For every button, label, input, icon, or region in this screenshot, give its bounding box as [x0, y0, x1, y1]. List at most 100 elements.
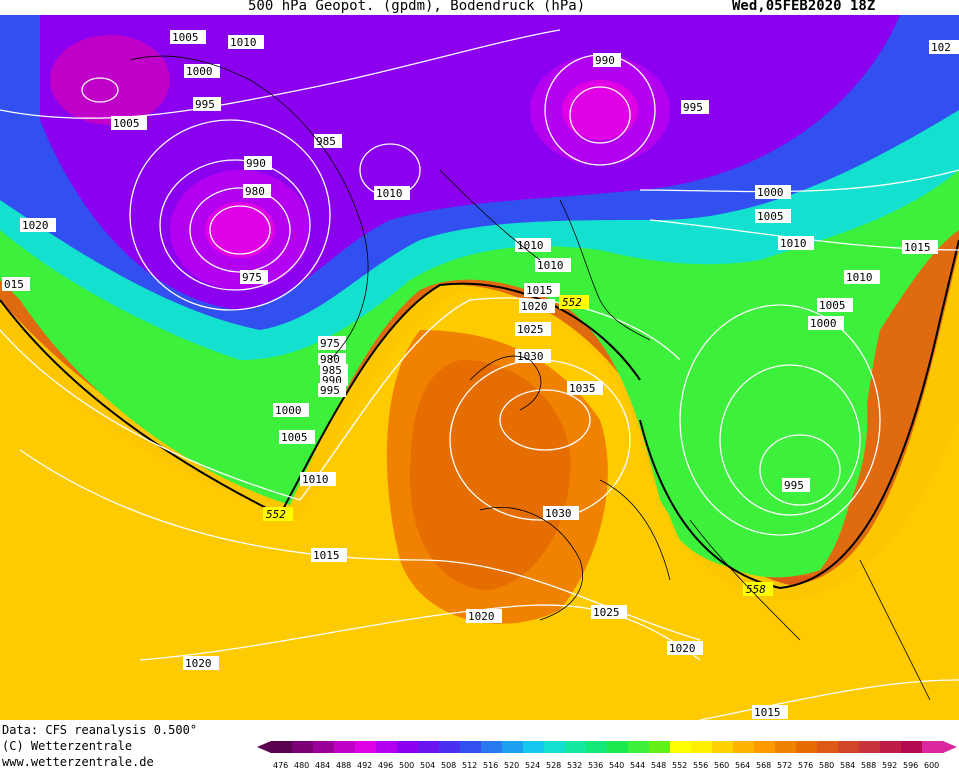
legend-swatch	[712, 741, 734, 753]
legend-tick-label: 576	[798, 761, 813, 770]
legend-tick-label: 520	[504, 761, 519, 770]
legend-tick-label: 476	[273, 761, 288, 770]
legend-swatch	[376, 741, 398, 753]
legend-swatch	[523, 741, 545, 753]
isobar-label: 102	[931, 41, 951, 54]
legend-tick-label: 524	[525, 761, 540, 770]
legend-swatch	[691, 741, 713, 753]
color-legend: 476 480 484 488 492 496 500 504 508 512 516 520 524 5…	[257, 741, 957, 770]
isobar-label: 975	[320, 337, 340, 350]
isobar-label: 1010	[376, 187, 403, 200]
legend-tick-label: 496	[378, 761, 393, 770]
isobar-label: 995	[195, 98, 215, 111]
legend-tick-label: 532	[567, 761, 582, 770]
legend-swatch	[313, 741, 335, 753]
legend-swatch	[859, 741, 881, 753]
isobar-label: 1020	[669, 642, 696, 655]
weather-map: 1005 1010 1000 995 1005 985 990 980 1010…	[0, 15, 959, 720]
isobar-label: 985	[316, 135, 336, 148]
legend-swatch	[670, 741, 692, 753]
legend-swatch	[607, 741, 629, 753]
height-label: 552	[266, 508, 286, 521]
contour-558-east	[639, 239, 959, 590]
legend-swatch	[754, 741, 776, 753]
isobar-label: 1020	[185, 657, 212, 670]
legend-tick-label: 564	[735, 761, 750, 770]
legend-tick-label: 572	[777, 761, 792, 770]
isobar-label: 1000	[275, 404, 302, 417]
isobar-label: 1005	[172, 31, 199, 44]
isobar-labels: 1005 1010 1000 995 1005 985 990 980 1010…	[2, 30, 959, 719]
legend-tick-label: 592	[882, 761, 897, 770]
legend-tick-label: 588	[861, 761, 876, 770]
credit-website: www.wetterzentrale.de	[2, 755, 154, 769]
legend-tick-label: 560	[714, 761, 729, 770]
legend-tick-label: 500	[399, 761, 414, 770]
field-low-greenland-core	[205, 202, 275, 258]
legend-swatch	[439, 741, 461, 753]
legend-swatch	[880, 741, 902, 753]
legend-tick-label: 512	[462, 761, 477, 770]
chart-title: 500 hPa Geopot. (gpdm), Bodendruck (hPa)	[248, 0, 586, 14]
legend-tick-label: 596	[903, 761, 918, 770]
map-title: 500 hPa Geopot. (gpdm), Bodendruck (hPa)…	[0, 0, 959, 16]
field-548-trough	[654, 306, 868, 570]
coastlines	[129, 55, 931, 701]
legend-swatch	[733, 741, 755, 753]
legend-tick-label: 600	[924, 761, 939, 770]
legend-tick-label: 544	[630, 761, 645, 770]
legend-swatch	[460, 741, 482, 753]
isobar-label: 1030	[545, 507, 572, 520]
isobar-label: 1010	[302, 473, 329, 486]
legend-swatch	[271, 741, 293, 753]
legend-tick-label: 516	[483, 761, 498, 770]
isobar-label: 995	[320, 384, 340, 397]
legend-tick-label: 540	[609, 761, 624, 770]
legend-tick-label: 484	[315, 761, 330, 770]
legend-tick-label: 488	[336, 761, 351, 770]
isobar-label: 1005	[281, 431, 308, 444]
isobar-label: 1005	[113, 117, 140, 130]
isobar-label: 1000	[757, 186, 784, 199]
legend-swatch	[334, 741, 356, 753]
legend-tick-label: 556	[693, 761, 708, 770]
legend-swatch	[565, 741, 587, 753]
isobar-label: 1025	[593, 606, 620, 619]
credit-data-source: Data: CFS reanalysis 0.500°	[2, 723, 198, 737]
legend-tick-label: 548	[651, 761, 666, 770]
credit-copyright: (C) Wetterzentrale	[2, 739, 133, 753]
legend-tick-label: 528	[546, 761, 561, 770]
isobar-label: 1030	[517, 350, 544, 363]
isobar-label: 1035	[569, 382, 596, 395]
isobar-label: 1010	[230, 36, 257, 49]
isobar-label: 1010	[537, 259, 564, 272]
legend-swatch	[838, 741, 860, 753]
legend-swatch	[775, 741, 797, 753]
legend-tick-label: 568	[756, 761, 771, 770]
isobar-label: 980	[245, 185, 265, 198]
isobar-label: 1010	[517, 239, 544, 252]
legend-swatch	[418, 741, 440, 753]
isobar-label: 985	[322, 364, 342, 377]
legend-swatch	[649, 741, 671, 753]
legend-swatch	[481, 741, 503, 753]
legend-swatch	[397, 741, 419, 753]
isobar-label: 995	[784, 479, 804, 492]
valid-date: Wed,05FEB2020 18Z	[732, 0, 876, 14]
legend-tick-label: 536	[588, 761, 603, 770]
isobar-label: 1015	[754, 706, 781, 719]
isobar-label: 1015	[904, 241, 931, 254]
legend-tick-label: 508	[441, 761, 456, 770]
isobar-label: 1020	[521, 300, 548, 313]
legend-arrow-left	[257, 741, 271, 753]
isobar-label: 015	[4, 278, 24, 291]
isobar-label: 975	[242, 271, 262, 284]
isobar-label: 1015	[313, 549, 340, 562]
legend-swatch	[355, 741, 377, 753]
isobar-label: 1000	[186, 65, 213, 78]
legend-swatch	[817, 741, 839, 753]
legend-swatch	[628, 741, 650, 753]
isobar-label: 1010	[846, 271, 873, 284]
legend-swatch	[901, 741, 923, 753]
legend-swatch	[796, 741, 818, 753]
